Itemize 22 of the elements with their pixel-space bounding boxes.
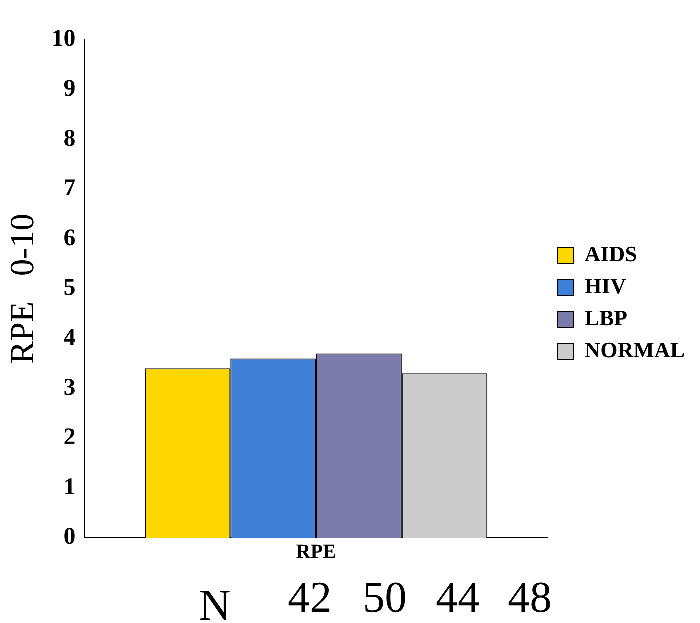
- x-tick-label: RPE: [296, 541, 336, 564]
- y-tick-label: 4: [64, 325, 76, 352]
- legend-label: NORMAL: [584, 338, 686, 363]
- y-tick-label: 10: [52, 26, 76, 52]
- text: 50: [363, 573, 407, 622]
- legend-label: AIDS: [584, 242, 638, 267]
- text: N: [199, 581, 231, 623]
- text: 42: [288, 573, 332, 622]
- y-tick-label: 1: [64, 474, 76, 500]
- y-tick-label: 3: [64, 374, 76, 401]
- y-tick-label: 5: [64, 275, 76, 302]
- y-tick-label: 0: [64, 524, 76, 550]
- y-tick-label: 8: [64, 126, 76, 152]
- y-tick-label: 2: [64, 424, 76, 451]
- legend-label: HIV: [584, 274, 626, 299]
- legend-label: LBP: [584, 306, 628, 331]
- y-axis-title: RPE 0-10: [4, 214, 42, 364]
- y-tick-label: 6: [64, 225, 76, 252]
- text: 44: [436, 573, 480, 622]
- y-tick-label: 9: [64, 76, 76, 102]
- text: 48: [508, 573, 552, 622]
- y-tick-label: 7: [64, 176, 76, 202]
